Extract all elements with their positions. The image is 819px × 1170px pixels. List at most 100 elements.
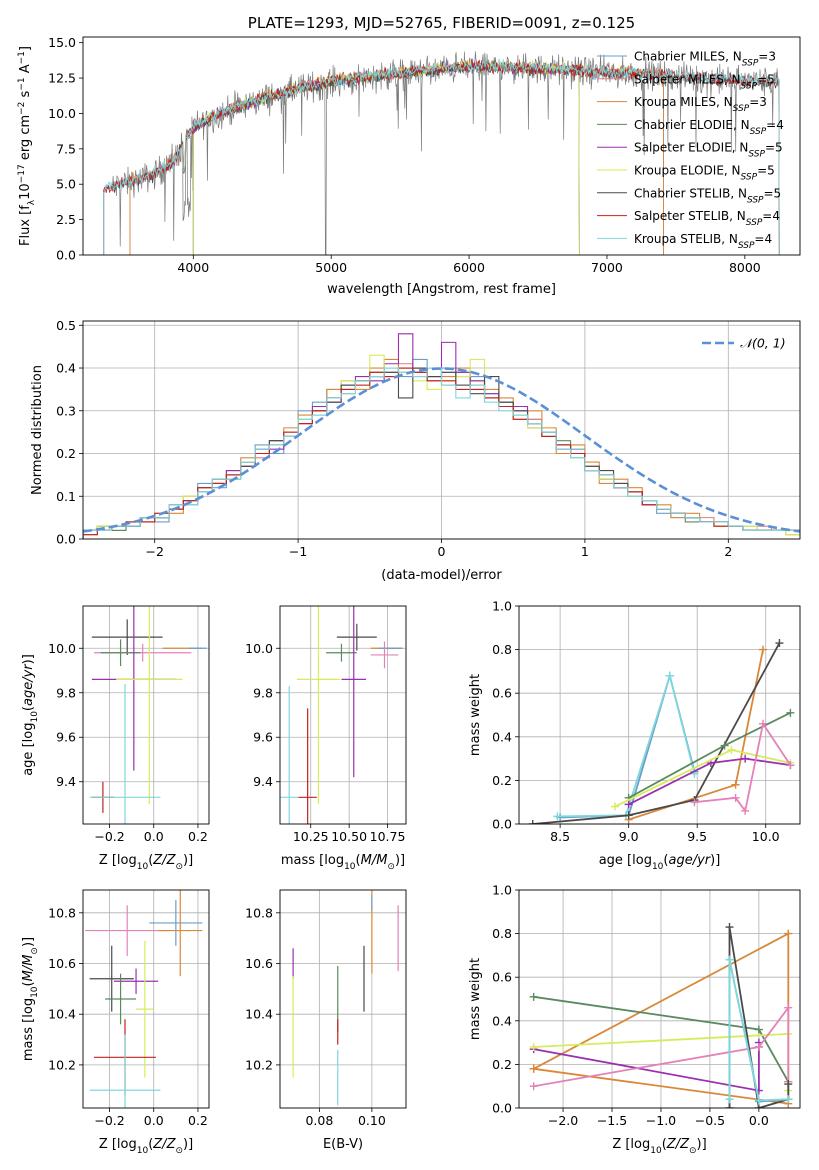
- y-tick-label: 9.4: [56, 774, 76, 789]
- series-marker: [786, 708, 795, 717]
- series-marker: [720, 741, 729, 750]
- x-tick-label: 10.0: [752, 829, 780, 844]
- y-tick-label: 10.6: [245, 956, 273, 971]
- gaussian-curve: [83, 367, 800, 533]
- mass-weight-vs-z-panel: −2.0 −1.5 −1.0 −0.5 0.0 0.0 0.2 0.4 0.6 0.8 1.0 Z […: [468, 883, 801, 1156]
- y-tick-label: 10.0: [48, 106, 76, 121]
- series-marker: [775, 639, 784, 648]
- axes-frame: [82, 36, 801, 256]
- spectrum-model-line: [192, 59, 580, 255]
- legend-label: Salpeter STELIB, NSSP=4: [634, 209, 780, 228]
- series-marker: [741, 806, 750, 815]
- y-tick-label: 9.6: [253, 730, 273, 745]
- series-line: [628, 711, 791, 799]
- grid: [280, 606, 406, 824]
- histogram-steps: [83, 333, 800, 539]
- y-tick-label: 10.2: [48, 1057, 76, 1072]
- axes-frame: [518, 605, 801, 825]
- x-tick-label: 0.10: [358, 1113, 386, 1128]
- y-tick-label: 12.5: [48, 71, 76, 86]
- mass-weight-vs-age-panel: 8.5 9.0 9.5 10.0 0.0 0.2 0.4 0.6 0.8 1.0 age [log1…: [468, 599, 801, 872]
- x-tick-label: 9.0: [619, 829, 639, 844]
- y-tick-label: 0.2: [492, 773, 512, 788]
- grid: [280, 890, 406, 1108]
- x-tick-label: 9.5: [687, 829, 707, 844]
- series-lines: [528, 639, 795, 824]
- y-tick-label: 10.8: [48, 905, 76, 920]
- series-marker: [610, 802, 619, 811]
- x-axis-label: mass [log10(M/M⊙)]: [281, 853, 405, 872]
- y-tick-label: 10.4: [245, 1007, 273, 1022]
- legend-label: Kroupa ELODIE, NSSP=5: [634, 164, 775, 183]
- spectrum-panel: PLATE=1293, MJD=52765, FIBERID=0091, z=0…: [17, 14, 801, 297]
- series-lines: [529, 923, 793, 1108]
- y-tick-label: 0.0: [56, 532, 76, 547]
- spectrum-model-line: [103, 62, 780, 255]
- grid: [519, 889, 800, 1109]
- y-tick-label: 0.2: [56, 446, 76, 461]
- y-tick-label: 0.0: [56, 248, 76, 263]
- x-tick-label: −0.5: [695, 1113, 725, 1128]
- y-tick-label: 0.0: [492, 817, 512, 832]
- series-marker: [741, 754, 750, 763]
- axes-frame: [518, 889, 801, 1109]
- x-tick-label: 0.2: [188, 1113, 208, 1128]
- series-marker: [725, 1104, 734, 1108]
- series-line: [557, 672, 696, 818]
- axes-frame: [279, 889, 407, 1109]
- mass-vs-ebv-panel: 0.08 0.10 10.2 10.4 10.6 10.8 E(B-V): [245, 889, 407, 1152]
- x-tick-label: 0.2: [188, 829, 208, 844]
- grid: [83, 890, 209, 1108]
- series-marker: [731, 780, 740, 789]
- series-marker: [553, 812, 562, 821]
- series-marker: [528, 820, 537, 824]
- y-tick-label: 0.8: [492, 642, 512, 657]
- axes-frame: [82, 889, 210, 1109]
- x-axis-label: wavelength [Angstrom, rest frame]: [327, 282, 556, 297]
- x-tick-label: −1: [289, 544, 307, 559]
- y-tick-label: 0.2: [492, 1057, 512, 1072]
- x-tick-label: 2: [724, 544, 732, 559]
- x-axis-label: (data-model)/error: [381, 568, 502, 583]
- y-axis-label: mass [log10(M/M⊙)]: [21, 937, 40, 1061]
- series-marker: [624, 811, 633, 820]
- x-tick-label: 1: [581, 544, 589, 559]
- x-tick-label: 10.25: [293, 829, 329, 844]
- error-bars: [89, 606, 207, 824]
- x-tick-label: −1.0: [646, 1113, 676, 1128]
- grid: [519, 605, 800, 825]
- legend-label: Chabrier STELIB, NSSP=5: [634, 186, 781, 205]
- x-axis-label: Z [log10(Z/Z⊙)]: [99, 1137, 193, 1156]
- x-tick-label: −2: [145, 544, 163, 559]
- spectrum-model-line: [192, 60, 580, 255]
- histogram-step-line: [83, 367, 800, 539]
- y-axis-label: Normed distribution: [30, 365, 45, 495]
- error-bars: [280, 606, 403, 824]
- series-line: [628, 757, 791, 806]
- series-marker: [529, 992, 538, 1001]
- y-tick-label: 0.5: [56, 318, 76, 333]
- y-tick-label: 10.6: [48, 956, 76, 971]
- age-vs-z-panel: −0.2 0.0 0.2 9.4 9.6 9.8 10.0 Z [log10(Z/Z⊙)] ag…: [21, 605, 210, 872]
- y-tick-label: 9.4: [253, 774, 273, 789]
- y-tick-label: 9.8: [56, 685, 76, 700]
- legend-label: Kroupa STELIB, NSSP=4: [634, 232, 772, 251]
- axes-frame: [279, 605, 407, 825]
- y-axis-label: mass weight: [468, 674, 483, 756]
- y-tick-label: 0.4: [56, 361, 76, 376]
- series-marker: [624, 800, 633, 809]
- y-tick-label: 0.4: [492, 729, 512, 744]
- x-tick-label: −0.2: [94, 1113, 124, 1128]
- age-vs-mass-panel: 10.25 10.50 10.75 9.4 9.6 9.8 10.0 mass [log10(…: [245, 605, 407, 872]
- series-marker: [665, 671, 674, 680]
- mass-vs-z-panel: −0.2 0.0 0.2 10.2 10.4 10.6 10.8 Z [log10(Z/Z⊙)…: [21, 889, 210, 1156]
- x-axis-label: age [log10(age/yr)]: [599, 853, 721, 872]
- series-line: [728, 959, 789, 1102]
- y-tick-label: 7.5: [56, 141, 76, 156]
- series-marker: [758, 645, 767, 654]
- spectrum-model-line: [103, 58, 780, 255]
- y-axis-label: Flux [fλ10−17 erg cm−2 s−1 A−1]: [17, 46, 37, 246]
- error-bars: [292, 890, 399, 1106]
- x-tick-label: −2.0: [548, 1113, 578, 1128]
